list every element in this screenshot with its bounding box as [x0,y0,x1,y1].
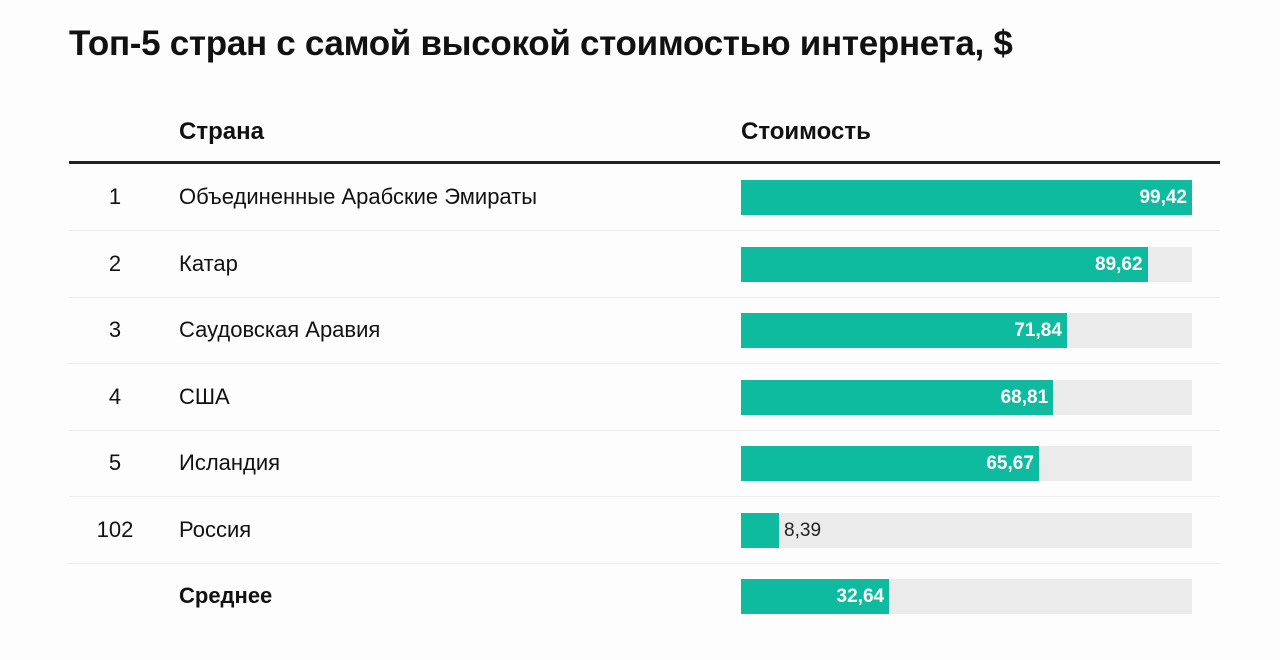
table-row: 2 Катар 89,62 [69,231,1220,298]
table-row: Среднее 32,64 [69,563,1220,629]
bar [741,446,1039,481]
table-row: 4 США 68,81 [69,364,1220,431]
bar-value-label: 65,67 [986,453,1034,474]
country-name: Объединенные Арабские Эмираты [179,184,538,209]
bar-track: 99,42 [741,180,1192,215]
rank: 4 [108,383,122,409]
rank: 1 [108,184,122,209]
column-header-cost: Стоимость [741,118,871,145]
chart-title: Топ-5 стран с самой высокой стоимостью и… [69,24,1013,63]
table-row: 1 Объединенные Арабские Эмираты 99,42 [69,164,1220,231]
bar-track: 89,62 [741,246,1192,282]
rank: 5 [108,450,122,475]
bar-value-label: 32,64 [836,586,885,607]
bar [741,246,1148,282]
bar [741,579,890,614]
bar-value-label: 8,39 [784,519,822,541]
header-divider [69,161,1220,164]
bar [741,313,1067,348]
bar [741,379,1054,415]
country-name: Среднее [179,583,273,608]
bar [741,512,780,548]
bar-track: 71,84 [741,313,1192,348]
bar-value-label: 71,84 [1014,320,1062,341]
table-row: 5 Исландия 65,67 [69,430,1220,497]
column-header-country: Страна [179,118,264,145]
country-name: Катар [179,250,238,276]
bar-track: 65,67 [741,446,1192,481]
bar [741,180,1192,215]
rank: 2 [108,250,122,276]
country-name: Россия [179,516,252,542]
table-row: 3 Саудовская Аравия 71,84 [69,297,1220,364]
table-row: 102 Россия 8,39 [69,497,1220,564]
bar-track: 32,64 [741,579,1192,614]
bar-track: 8,39 [741,512,1192,548]
bar-value-label: 89,62 [1095,253,1143,275]
bar-value-label: 68,81 [1000,386,1049,408]
bar-value-label: 99,42 [1139,187,1187,208]
country-name: Исландия [179,450,281,475]
rank: 102 [96,516,134,542]
bar-track: 68,81 [741,379,1192,415]
rank: 3 [108,317,122,342]
country-name: Саудовская Аравия [179,317,381,342]
country-name: США [179,383,230,409]
